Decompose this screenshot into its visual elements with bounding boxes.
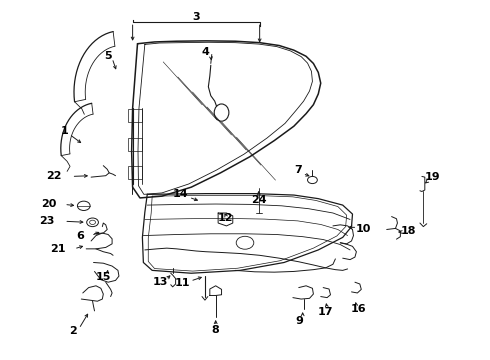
Text: 10: 10: [356, 225, 371, 234]
Text: 5: 5: [104, 51, 112, 61]
Text: 17: 17: [318, 307, 333, 317]
Bar: [128, 109, 143, 122]
Text: 9: 9: [296, 316, 304, 325]
Text: 7: 7: [294, 165, 302, 175]
Text: 14: 14: [172, 189, 188, 199]
Text: 2: 2: [69, 326, 77, 336]
Text: 6: 6: [76, 231, 84, 240]
Text: 16: 16: [350, 304, 366, 314]
Text: 18: 18: [401, 226, 416, 236]
Text: 8: 8: [212, 325, 220, 334]
Text: 11: 11: [175, 278, 190, 288]
Bar: [128, 166, 143, 179]
Text: 4: 4: [202, 46, 210, 57]
Text: 13: 13: [152, 277, 168, 287]
Text: 12: 12: [218, 213, 233, 223]
Text: 23: 23: [39, 216, 55, 226]
Text: 19: 19: [425, 172, 441, 182]
Text: 15: 15: [96, 272, 111, 282]
Text: 20: 20: [41, 199, 56, 210]
Text: 1: 1: [60, 126, 68, 135]
Text: 24: 24: [251, 195, 267, 205]
Text: 3: 3: [193, 12, 200, 22]
Text: 22: 22: [46, 171, 61, 181]
Bar: [128, 138, 143, 150]
Ellipse shape: [214, 104, 229, 121]
Text: 21: 21: [50, 244, 66, 254]
